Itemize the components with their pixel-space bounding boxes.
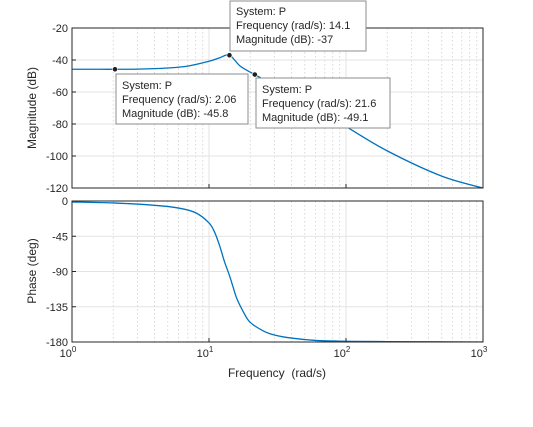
data-tips: System: P Frequency (rad/s): 2.06 Magnit… (115, 0, 391, 129)
data-tip-3: System: P Frequency (rad/s): 21.6 Magnit… (255, 77, 391, 129)
phase-tick-label: -135 (46, 302, 68, 314)
data-tip-frequency: Frequency (rad/s): 21.6 (262, 98, 376, 110)
frequency-tick-label: 103 (471, 345, 488, 360)
phase-tick-label: -45 (52, 231, 68, 243)
data-tip-magnitude: Magnitude (dB): -37 (236, 34, 333, 46)
data-tip-box (115, 73, 249, 125)
data-tip-marker (112, 66, 118, 73)
data-tip-system: System: P (262, 84, 312, 96)
data-tip-marker (226, 52, 233, 59)
magnitude-tick-label: -40 (52, 55, 68, 67)
data-tip-marker (251, 71, 258, 78)
frequency-tick-label: 101 (197, 345, 214, 360)
magnitude-tick-label: -60 (52, 87, 68, 99)
phase-tick-label: 0 (62, 196, 68, 208)
data-tip-box (229, 0, 367, 52)
phase-tick-label: -180 (46, 337, 68, 349)
data-tip-system: System: P (236, 6, 286, 18)
frequency-xlabel: Frequency (rad/s) (228, 366, 326, 380)
data-tip-2: System: P Frequency (rad/s): 14.1 Magnit… (229, 0, 367, 52)
phase-line (72, 201, 483, 342)
phase-series (72, 201, 483, 342)
data-tip-system: System: P (122, 80, 172, 92)
data-tip-frequency: Frequency (rad/s): 2.06 (122, 94, 236, 106)
magnitude-tick-label: -100 (46, 151, 68, 163)
phase-tick-label: -90 (52, 267, 68, 279)
data-tip-markers (112, 52, 258, 78)
frequency-x-ticks: 100 101 102 103 (60, 184, 488, 360)
magnitude-y-ticks: -20 -40 -60 -80 -100 -120 (46, 23, 76, 195)
phase-ylabel: Phase (deg) (25, 238, 39, 303)
phase-panel: 0 -45 -90 -135 -180 100 101 102 103 Phase (deg)… (25, 184, 488, 380)
magnitude-tick-label: -80 (52, 119, 68, 131)
frequency-tick-label: 100 (60, 345, 77, 360)
phase-y-ticks: 0 -45 -90 -135 -180 (46, 196, 76, 349)
data-tip-frequency: Frequency (rad/s): 14.1 (236, 20, 350, 32)
magnitude-tick-label: -120 (46, 183, 68, 195)
data-tip-box (255, 77, 391, 129)
magnitude-ylabel: Magnitude (dB) (25, 67, 39, 149)
magnitude-tick-label: -20 (52, 23, 68, 35)
data-tip-magnitude: Magnitude (dB): -49.1 (262, 112, 368, 124)
frequency-tick-label: 102 (334, 345, 351, 360)
data-tip-1: System: P Frequency (rad/s): 2.06 Magnit… (115, 73, 249, 125)
data-tip-magnitude: Magnitude (dB): -45.8 (122, 108, 228, 120)
